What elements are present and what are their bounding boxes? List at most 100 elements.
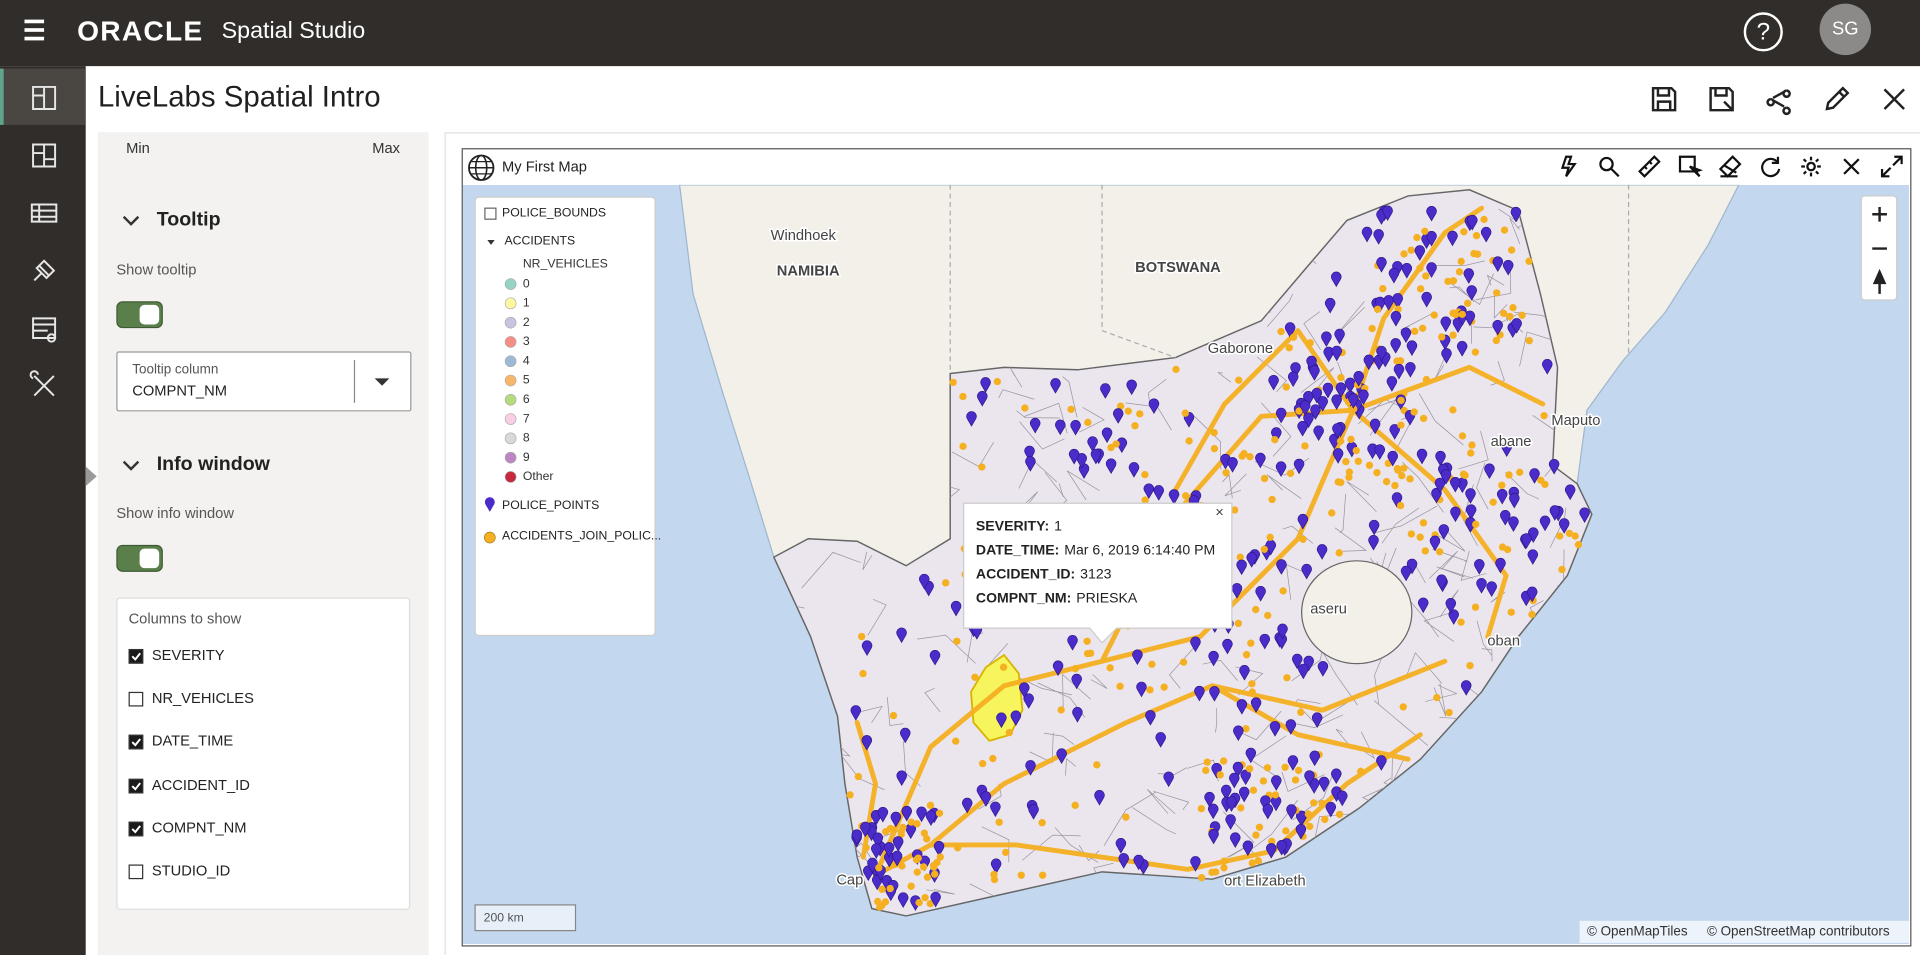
police-point [1068, 448, 1080, 465]
police-point [1335, 382, 1347, 398]
accident-point [1236, 553, 1244, 561]
rail-icon[interactable] [32, 317, 57, 343]
district-border [1481, 648, 1493, 662]
min-label: Min [126, 139, 150, 157]
district-border [886, 697, 904, 727]
accident-point [1271, 436, 1279, 444]
help-button[interactable]: ? [1742, 11, 1784, 53]
police-point [1115, 838, 1127, 854]
checkbox[interactable] [128, 648, 144, 664]
map[interactable]: Windhoek NAMIBIA BOTSWANA Gaborone Maputo aba… [462, 184, 1909, 945]
police-point [1190, 636, 1201, 653]
police-point [1441, 348, 1452, 364]
police-point [929, 649, 941, 666]
police-point [1521, 533, 1532, 549]
accident-point [854, 772, 863, 781]
legend-swatch [504, 316, 517, 329]
accident-point [971, 673, 979, 681]
police-point [1284, 322, 1296, 338]
checkbox[interactable] [128, 821, 144, 837]
map-tool[interactable] [1880, 155, 1903, 178]
rail-icon[interactable] [32, 85, 57, 110]
title-action[interactable] [1883, 88, 1905, 110]
checkbox[interactable] [128, 735, 144, 750]
accident-point [1518, 311, 1526, 319]
map-tool[interactable] [1801, 156, 1821, 177]
toggle[interactable] [116, 544, 163, 572]
accident-point [859, 669, 867, 678]
police-point [925, 810, 937, 826]
accident-point [1260, 545, 1268, 553]
title-action[interactable] [1651, 86, 1677, 112]
collapse-tooltip[interactable] [120, 213, 144, 230]
rail-icon[interactable] [30, 203, 58, 223]
accident-point [1507, 608, 1515, 616]
panel-handle[interactable] [85, 465, 98, 487]
police-point [1450, 506, 1461, 523]
police-point [1440, 469, 1452, 485]
accident-point [1471, 348, 1480, 356]
title-action[interactable] [1766, 89, 1791, 116]
district-border [1374, 653, 1384, 705]
district-border [1303, 311, 1321, 350]
map-tool[interactable] [1678, 155, 1703, 178]
legend-layer: ACCIDENTS_JOIN_POLIC... [502, 529, 661, 543]
map-tool[interactable] [1718, 155, 1742, 178]
product-name: Spatial Studio [221, 18, 366, 45]
police-point [1275, 461, 1287, 477]
police-point [1495, 557, 1506, 574]
menu-button[interactable] [22, 18, 49, 42]
globe-icon [468, 154, 495, 181]
district-border [998, 389, 1035, 400]
checkbox[interactable] [128, 692, 144, 707]
avatar[interactable]: SG [1819, 3, 1872, 56]
accident-point [1306, 822, 1314, 831]
district-border [1475, 264, 1512, 301]
map-tool[interactable] [1560, 155, 1577, 177]
police-point [1325, 297, 1336, 314]
accident-point [1266, 533, 1274, 541]
reset-north[interactable] [1872, 268, 1887, 294]
police-point [1052, 660, 1064, 677]
toggle[interactable] [116, 301, 163, 329]
accident-point [1468, 441, 1476, 449]
legend-label: 8 [523, 431, 530, 445]
police-point [1276, 559, 1287, 575]
police-point [1025, 456, 1036, 472]
map-tool[interactable] [1761, 156, 1781, 178]
map-tool[interactable] [1599, 156, 1620, 178]
rail-icon[interactable] [29, 370, 55, 397]
accident-point [907, 882, 915, 890]
police-point [1316, 544, 1328, 560]
district-border [1153, 790, 1190, 811]
accident-point [1017, 871, 1025, 879]
accident-point [978, 463, 986, 471]
police-point [1549, 505, 1560, 521]
police-point [1245, 747, 1256, 764]
zoom-in[interactable] [1872, 206, 1887, 222]
map-tool[interactable] [1638, 155, 1661, 178]
accident-point [1285, 344, 1293, 352]
accident-point [1083, 637, 1091, 645]
police-point [1285, 719, 1296, 735]
district-border [1043, 732, 1075, 745]
accident-point [1279, 587, 1287, 595]
checkbox[interactable] [128, 864, 144, 880]
select[interactable]: Tooltip column COMPNT_NM [116, 351, 412, 412]
rail-icon[interactable] [33, 259, 56, 282]
title-action[interactable] [1709, 86, 1734, 112]
collapse-info[interactable] [120, 458, 144, 475]
side-rail [0, 66, 86, 955]
rail-icon[interactable] [32, 143, 57, 168]
police-point [1271, 775, 1282, 791]
district-border [1405, 652, 1442, 684]
police-point [1277, 623, 1288, 640]
legend-swatch [504, 471, 517, 483]
title-action[interactable] [1825, 86, 1850, 111]
map-tool[interactable] [1843, 158, 1860, 175]
icon-shape [33, 259, 56, 282]
police-point [1304, 770, 1315, 786]
police-point [1579, 507, 1590, 523]
police-point [1100, 383, 1111, 399]
checkbox[interactable] [128, 778, 144, 793]
